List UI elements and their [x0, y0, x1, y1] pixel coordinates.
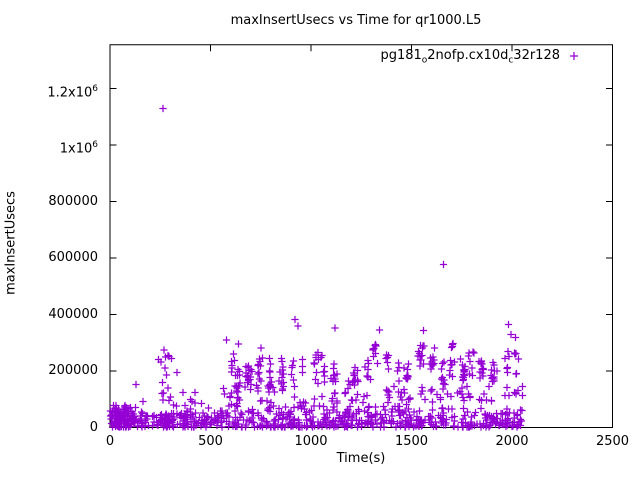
y-tick-label: 400000: [48, 306, 98, 322]
y-tick-label: 0: [89, 419, 98, 435]
x-tick-label: 500: [198, 434, 223, 449]
x-tick-label: 2000: [495, 434, 529, 449]
legend-label-subscript: c: [508, 55, 514, 66]
x-tick-label: 1500: [394, 434, 429, 449]
x-tick-label: 1000: [294, 434, 328, 449]
legend-label-text: pg181: [380, 48, 422, 63]
chart-title: maxInsertUsecs vs Time for qr1000.L5: [230, 13, 482, 28]
y-tick-label: 600000: [48, 250, 98, 265]
scatter-points: [106, 104, 527, 431]
y-tick-label: 1.2x106: [47, 83, 98, 100]
y-tick-label: 800000: [48, 193, 98, 209]
legend-label-text: 32r128: [513, 48, 560, 63]
y-tick-label: 1x106: [59, 140, 98, 157]
legend-label-subscript: o: [421, 55, 428, 66]
axis-ticks: [109, 44, 613, 428]
legend-label-text: 2nofp.cx10d: [427, 48, 509, 63]
x-tick-label: 2500: [595, 434, 630, 449]
y-tick-label: 200000: [48, 363, 98, 378]
legend-marker-plus: [570, 52, 578, 60]
legend-series-label: pg181o2nofp.cx10dc32r128: [380, 48, 560, 66]
plot-border: [109, 44, 613, 428]
x-tick-label: 0: [105, 434, 115, 449]
x-axis-title: Time(s): [336, 451, 386, 466]
legend: pg181o2nofp.cx10dc32r128: [380, 48, 560, 66]
